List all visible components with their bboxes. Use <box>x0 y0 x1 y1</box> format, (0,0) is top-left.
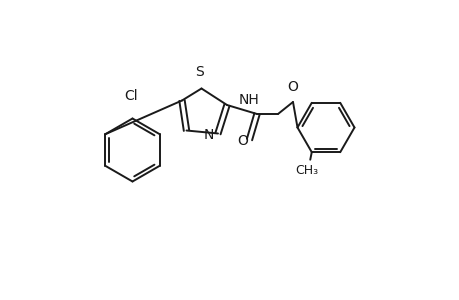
Text: CH₃: CH₃ <box>295 164 318 177</box>
Text: O: O <box>287 80 298 94</box>
Text: S: S <box>195 65 204 79</box>
Text: NH: NH <box>239 94 259 107</box>
Text: Cl: Cl <box>124 89 138 103</box>
Text: N: N <box>203 128 214 142</box>
Text: O: O <box>237 134 248 148</box>
